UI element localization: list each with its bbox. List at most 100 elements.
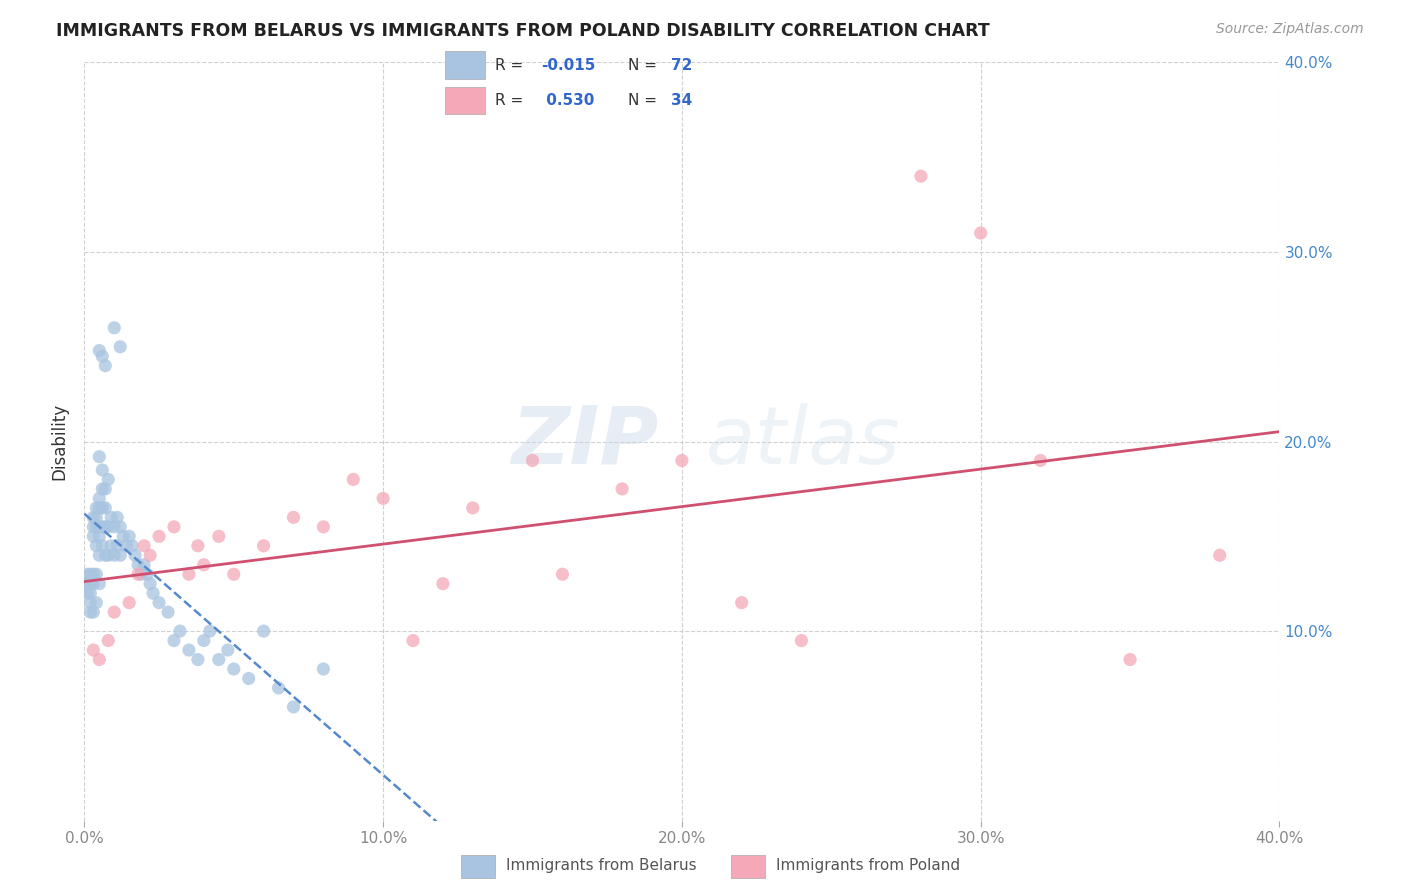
Point	[103, 605, 125, 619]
Point	[110, 340, 132, 354]
Text: R =: R =	[495, 93, 527, 108]
Point	[283, 699, 305, 714]
Y-axis label: Disability: Disability	[51, 403, 69, 480]
Point	[522, 453, 544, 467]
Point	[97, 473, 120, 487]
Point	[612, 482, 634, 496]
Text: R =: R =	[495, 58, 527, 72]
Point	[139, 576, 162, 591]
Point	[89, 576, 111, 591]
Text: 34: 34	[671, 93, 692, 108]
FancyBboxPatch shape	[446, 87, 485, 114]
Point	[89, 520, 111, 534]
Point	[373, 491, 395, 506]
Point	[132, 558, 156, 572]
Point	[82, 567, 104, 582]
Point	[86, 500, 108, 515]
Point	[177, 567, 200, 582]
Point	[342, 473, 364, 487]
Point	[253, 539, 276, 553]
Point	[115, 539, 138, 553]
Point	[100, 510, 122, 524]
Point	[790, 633, 813, 648]
Point	[103, 320, 125, 334]
Point	[1119, 652, 1142, 666]
Point	[76, 576, 98, 591]
Point	[110, 520, 132, 534]
Point	[312, 662, 335, 676]
Point	[112, 529, 135, 543]
Point	[94, 500, 117, 515]
FancyBboxPatch shape	[446, 52, 485, 78]
Point	[461, 500, 484, 515]
Point	[671, 453, 693, 467]
Point	[222, 662, 245, 676]
Point	[79, 576, 101, 591]
Point	[82, 520, 104, 534]
Point	[193, 558, 215, 572]
Point	[312, 520, 335, 534]
Point	[136, 567, 159, 582]
Point	[103, 548, 125, 563]
Point	[970, 226, 993, 240]
Text: Immigrants from Poland: Immigrants from Poland	[776, 858, 960, 872]
Point	[551, 567, 574, 582]
Point	[91, 539, 114, 553]
Text: Source: ZipAtlas.com: Source: ZipAtlas.com	[1216, 22, 1364, 37]
Point	[79, 567, 101, 582]
Point	[94, 482, 117, 496]
Point	[267, 681, 290, 695]
Text: -0.015: -0.015	[541, 58, 595, 72]
Point	[402, 633, 425, 648]
Point	[193, 633, 215, 648]
Point	[1209, 548, 1232, 563]
Point	[187, 539, 209, 553]
Point	[127, 567, 149, 582]
Point	[121, 539, 143, 553]
Point	[148, 529, 170, 543]
Point	[139, 548, 162, 563]
Text: N =: N =	[627, 58, 661, 72]
Point	[82, 605, 104, 619]
Point	[110, 548, 132, 563]
Point	[82, 576, 104, 591]
Point	[105, 510, 128, 524]
Point	[97, 520, 120, 534]
Point	[103, 520, 125, 534]
Point	[910, 169, 932, 184]
Point	[91, 349, 114, 363]
Point	[253, 624, 276, 639]
Point	[82, 510, 104, 524]
Point	[89, 548, 111, 563]
Point	[86, 539, 108, 553]
Point	[76, 586, 98, 600]
Point	[89, 500, 111, 515]
Text: 0.530: 0.530	[541, 93, 595, 108]
Point	[82, 529, 104, 543]
Point	[89, 343, 111, 358]
Point	[105, 539, 128, 553]
Point	[142, 586, 165, 600]
Point	[94, 520, 117, 534]
Point	[97, 633, 120, 648]
Point	[148, 596, 170, 610]
Point	[124, 548, 146, 563]
Point	[132, 539, 156, 553]
Point	[163, 633, 186, 648]
Point	[89, 450, 111, 464]
Point	[76, 567, 98, 582]
Point	[94, 548, 117, 563]
Point	[208, 652, 231, 666]
FancyBboxPatch shape	[731, 855, 765, 878]
Point	[169, 624, 191, 639]
Text: N =: N =	[627, 93, 661, 108]
Point	[89, 491, 111, 506]
Point	[163, 520, 186, 534]
Point	[79, 596, 101, 610]
Point	[198, 624, 221, 639]
Point	[238, 672, 260, 686]
Point	[79, 586, 101, 600]
Text: ZIP: ZIP	[510, 402, 658, 481]
Point	[157, 605, 180, 619]
Point	[86, 596, 108, 610]
